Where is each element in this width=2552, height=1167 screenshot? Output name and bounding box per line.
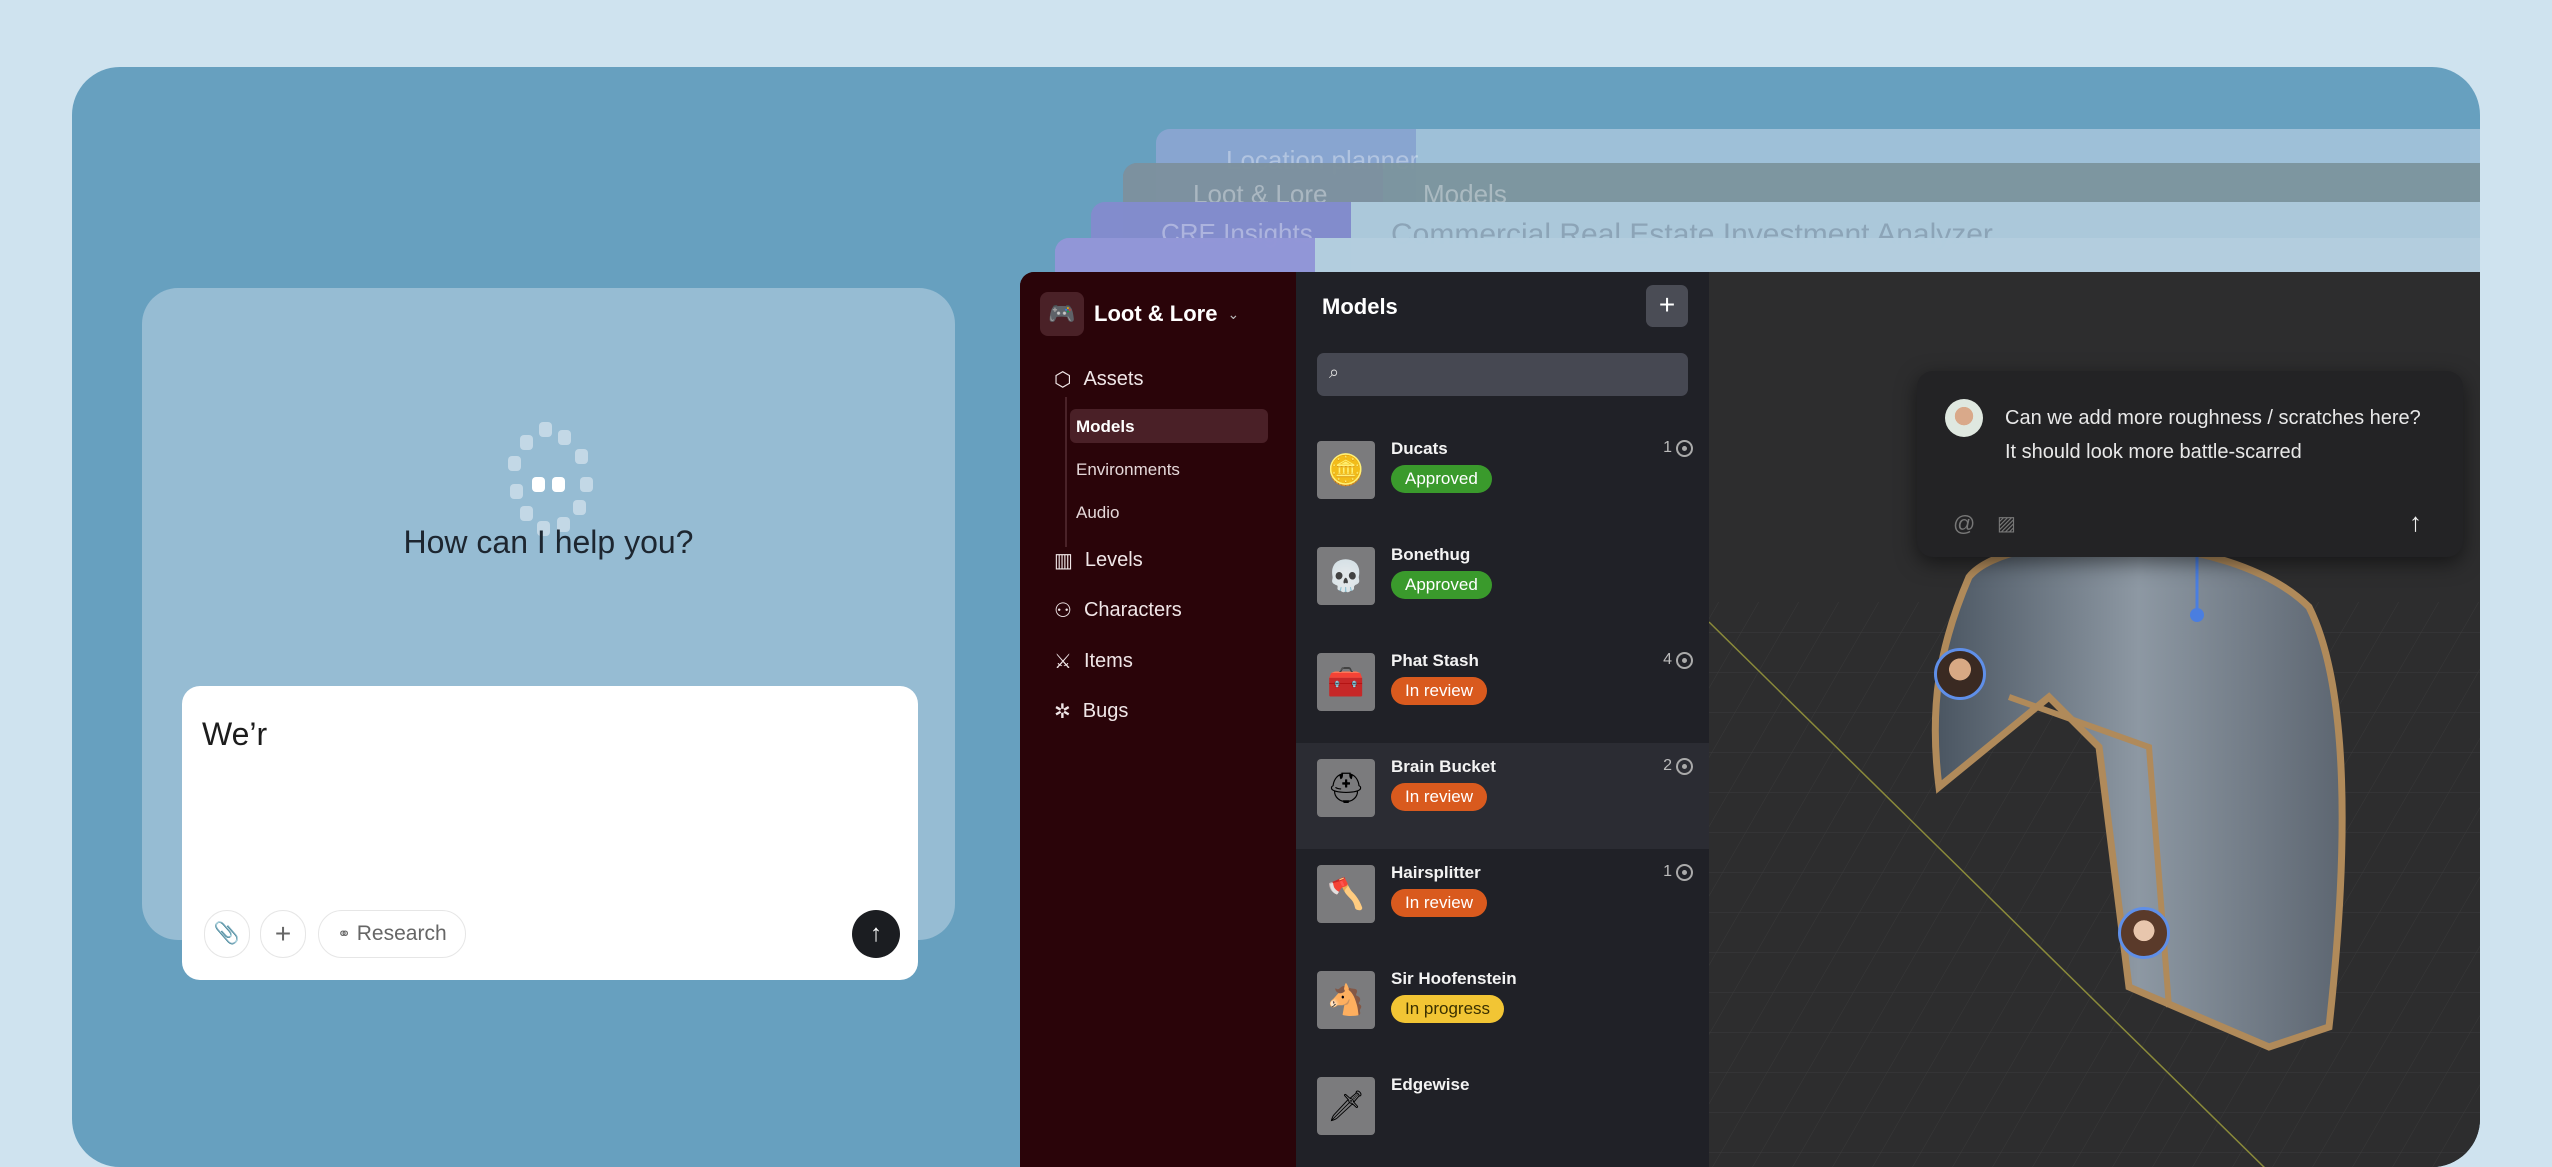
add-button[interactable]: + [260, 910, 306, 958]
map-icon: ▥ [1054, 550, 1073, 572]
comment-text: Can we add more roughness / scratches he… [2005, 407, 2421, 463]
comment-count-value: 4 [1663, 651, 1672, 668]
model-name: Sir Hoofenstein [1391, 969, 1517, 988]
comment-count-value: 2 [1663, 757, 1672, 774]
sidebar-item-audio[interactable]: Audio [1076, 503, 1120, 522]
search-input[interactable]: ⌕ [1317, 353, 1688, 396]
send-button[interactable]: ↑ [852, 910, 900, 958]
app-window: 🎮 Loot & Lore ⌄ ⬡ Assets Models Environme… [1020, 272, 2480, 1167]
model-name: Hairsplitter [1391, 863, 1481, 882]
model-thumbnail: 💀 [1317, 547, 1375, 605]
prompt-input[interactable]: We’r 📎 + ⚭ Research ↑ [182, 686, 918, 980]
comment-pin[interactable] [2190, 608, 2204, 622]
chevron-down-icon: ⌄ [1227, 305, 1240, 322]
sidebar-item-models-active[interactable] [1070, 409, 1268, 443]
nav-levels[interactable]: ▥ Levels [1054, 548, 1143, 573]
model-list-item[interactable]: 🐴 Sir Hoofenstein In progress [1296, 955, 1709, 1061]
status-badge: In review [1391, 677, 1488, 705]
model-list-item[interactable]: ⛑ Brain Bucket In review 2 [1296, 743, 1709, 849]
model-name: Bonethug [1391, 545, 1471, 564]
binoculars-icon: ⚭ [337, 926, 351, 943]
nav-label: Levels [1084, 549, 1143, 571]
model-list-item[interactable]: 🧰 Phat Stash In review 4 [1296, 637, 1709, 743]
sidebar: 🎮 Loot & Lore ⌄ ⬡ Assets Models Environme… [1020, 272, 1296, 1167]
nav-label: Assets [1083, 368, 1144, 390]
nav-label: Bugs [1082, 700, 1129, 722]
users-icon: ⚇ [1054, 600, 1072, 622]
models-panel: Models + ⌕ 🪙 Ducats Approved 1 💀 Bonethug… [1296, 272, 1709, 1167]
comment-icon [1676, 863, 1693, 881]
research-button[interactable]: ⚭ Research [318, 910, 466, 958]
gamepad-icon: 🎮 [1040, 292, 1084, 336]
assistant-card: How can I help you? We’r 📎 + ⚭ Research ↑ [142, 288, 955, 980]
comment-icon [1676, 651, 1693, 669]
nav-characters[interactable]: ⚇ Characters [1054, 598, 1182, 623]
model-thumbnail: 🗡 [1317, 1077, 1375, 1135]
assistant-heading: How can I help you? [403, 524, 694, 560]
comment-count-value: 1 [1663, 439, 1672, 456]
send-comment-button[interactable]: ↑ [2409, 507, 2422, 537]
paperclip-icon: 📎 [213, 922, 241, 945]
model-list-item[interactable]: 💀 Bonethug Approved [1296, 531, 1709, 637]
avatar[interactable] [2118, 907, 2170, 959]
sword-icon: ⚔ [1054, 651, 1072, 673]
viewport-scene [1709, 539, 2480, 1167]
comment-count: 1 [1663, 439, 1693, 457]
cube-icon: ⬡ [1054, 369, 1072, 391]
workspace-name: Loot & Lore [1094, 301, 1218, 326]
model-list-item[interactable]: 🪙 Ducats Approved 1 [1296, 425, 1709, 531]
model-list-item[interactable]: 🗡 Edgewise [1296, 1061, 1709, 1167]
model-thumbnail: 🪓 [1317, 865, 1375, 923]
comment-count: 2 [1663, 757, 1693, 775]
status-badge: In review [1391, 783, 1488, 811]
comment-count-value: 1 [1663, 863, 1672, 880]
comment-icon [1676, 439, 1693, 457]
comment-count: 1 [1663, 863, 1693, 881]
comment-icon [1676, 757, 1693, 775]
nav-assets[interactable]: ⬡ Assets [1054, 367, 1144, 392]
3d-viewport[interactable]: Can we add more roughness / scratches he… [1709, 272, 2480, 1167]
status-badge: In review [1391, 889, 1488, 917]
avatar [1945, 399, 1983, 437]
search-icon: ⌕ [1329, 362, 1340, 382]
research-label: Research [356, 922, 447, 945]
sidebar-item-models[interactable]: Models [1076, 417, 1135, 436]
attach-button[interactable]: 📎 [204, 910, 250, 958]
prompt-input-value[interactable]: We’r [202, 716, 268, 752]
nav-label: Items [1083, 650, 1133, 672]
comment-count: 4 [1663, 651, 1693, 669]
comment-popover: Can we add more roughness / scratches he… [1917, 371, 2463, 557]
nav-label: Characters [1083, 599, 1182, 621]
avatar[interactable] [1934, 648, 1986, 700]
status-badge: Approved [1391, 571, 1492, 599]
tree-line [1065, 397, 1067, 547]
model-thumbnail: ⛑ [1317, 759, 1375, 817]
model-name: Ducats [1391, 439, 1448, 458]
sidebar-item-environments[interactable]: Environments [1076, 460, 1180, 479]
model-name: Phat Stash [1391, 651, 1479, 670]
model-name: Brain Bucket [1391, 757, 1496, 776]
add-model-button[interactable]: + [1646, 285, 1688, 327]
model-thumbnail: 🧰 [1317, 653, 1375, 711]
model-name: Edgewise [1391, 1075, 1470, 1094]
image-icon[interactable]: ▨ [1997, 513, 2016, 535]
hero-background: How can I help you? We’r 📎 + ⚭ Research ↑… [72, 67, 2480, 1167]
workspace-switcher[interactable]: 🎮 Loot & Lore ⌄ [1040, 292, 1239, 336]
status-badge: Approved [1391, 465, 1492, 493]
bug-icon: ✲ [1054, 701, 1071, 723]
mention-icon[interactable]: @ [1953, 511, 1976, 536]
nav-items[interactable]: ⚔ Items [1054, 649, 1133, 674]
axis-line [1709, 621, 2265, 1167]
model-thumbnail: 🪙 [1317, 441, 1375, 499]
models-title: Models [1322, 294, 1398, 319]
model-thumbnail: 🐴 [1317, 971, 1375, 1029]
nav-bugs[interactable]: ✲ Bugs [1054, 699, 1128, 724]
status-badge: In progress [1391, 995, 1505, 1023]
model-list-item[interactable]: 🪓 Hairsplitter In review 1 [1296, 849, 1709, 955]
